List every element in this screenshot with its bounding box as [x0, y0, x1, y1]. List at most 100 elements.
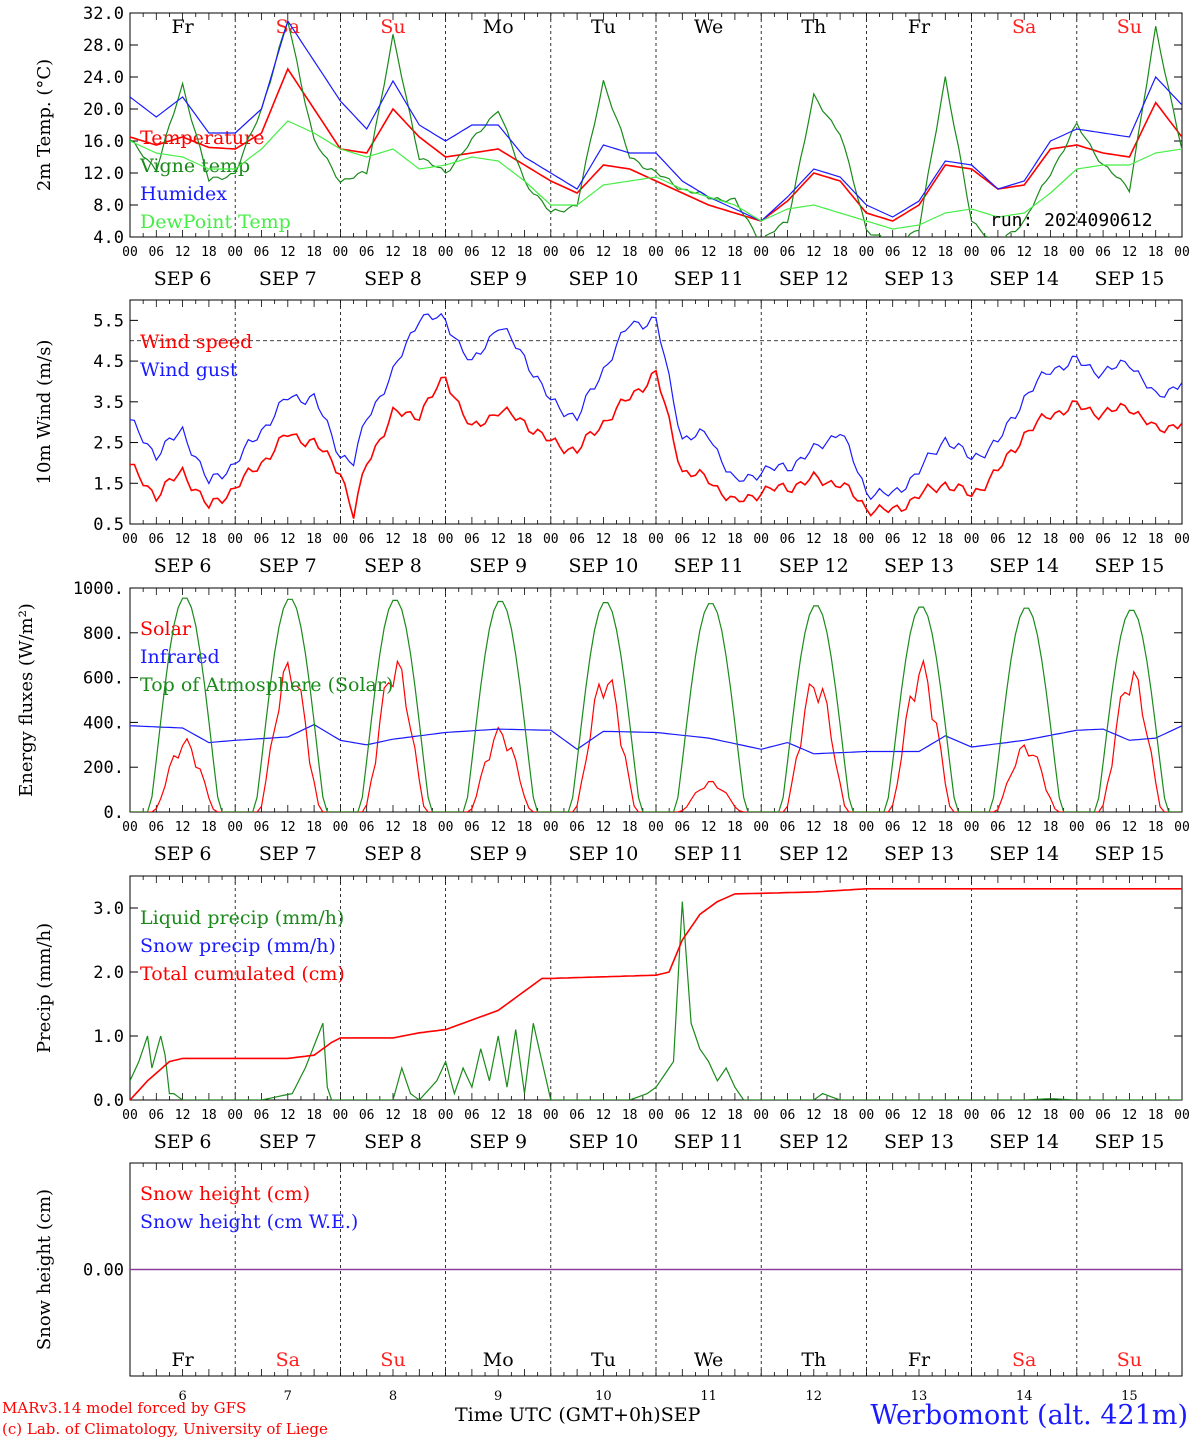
hour-tick-label: 00 [122, 245, 138, 260]
hour-tick-label: 12 [701, 820, 717, 835]
y-tick-label: 16.0 [83, 132, 124, 152]
hour-tick-label: 12 [701, 245, 717, 260]
hour-tick-label: 00 [1174, 532, 1190, 547]
hour-tick-label: 06 [359, 1108, 375, 1123]
hour-tick-label: 06 [148, 532, 164, 547]
hour-tick-label: 12 [280, 1108, 296, 1123]
y-tick-label: 3.5 [93, 393, 124, 413]
hour-tick-label: 00 [753, 1108, 769, 1123]
date-label: SEP 9 [469, 1131, 527, 1153]
hour-tick-label: 06 [885, 245, 901, 260]
date-label: SEP 10 [568, 1131, 638, 1153]
hour-tick-label: 18 [832, 820, 848, 835]
date-label: SEP 10 [568, 555, 638, 577]
hour-tick-label: 00 [333, 820, 349, 835]
xlabel: Time UTC (GMT+0h) [455, 1404, 661, 1426]
weekday-label: Th [801, 16, 826, 38]
hour-tick-label: 12 [806, 1108, 822, 1123]
hour-tick-label: 12 [1122, 245, 1138, 260]
day-number-label: 8 [389, 1389, 397, 1404]
weekday-label: Fr [171, 16, 194, 38]
hour-tick-label: 12 [806, 532, 822, 547]
hour-tick-label: 18 [517, 820, 533, 835]
hour-tick-label: 12 [385, 820, 401, 835]
hour-tick-label: 18 [937, 532, 953, 547]
hour-tick-label: 06 [464, 532, 480, 547]
hour-tick-label: 18 [832, 1108, 848, 1123]
y-tick-label: 0. [104, 803, 124, 823]
y-tick-label: 2.0 [93, 963, 124, 983]
weekday-label: Fr [171, 1349, 194, 1371]
legend-entry: Humidex [140, 183, 227, 205]
hour-tick-label: 00 [964, 245, 980, 260]
hour-tick-label: 12 [911, 245, 927, 260]
day-number-label: 10 [595, 1389, 612, 1404]
station-name: Werbomont (alt. 421m) [870, 1400, 1188, 1431]
hour-tick-label: 00 [333, 245, 349, 260]
hour-tick-label: 18 [306, 1108, 322, 1123]
hour-tick-label: 12 [385, 245, 401, 260]
date-label: SEP 12 [779, 1131, 849, 1153]
hour-tick-label: 18 [411, 532, 427, 547]
lab-credit: (c) Lab. of Climatology, University of L… [2, 1420, 328, 1438]
weekday-label: Mo [483, 16, 514, 38]
hour-tick-label: 06 [674, 820, 690, 835]
y-tick-label: 2.5 [93, 434, 124, 454]
hour-tick-label: 18 [306, 245, 322, 260]
weekday-label: Mo [483, 1349, 514, 1371]
hour-tick-label: 18 [937, 245, 953, 260]
series-line-top-of-atmosphere-solar- [130, 597, 1182, 812]
series-line-infrared [130, 723, 1182, 755]
hour-tick-label: 18 [937, 820, 953, 835]
weekday-label: Tu [591, 1349, 616, 1371]
hour-tick-label: 00 [648, 532, 664, 547]
hour-tick-label: 18 [1148, 1108, 1164, 1123]
hour-tick-label: 18 [1148, 532, 1164, 547]
date-label: SEP 8 [364, 843, 422, 865]
date-label: SEP 11 [674, 555, 744, 577]
date-label: SEP 6 [154, 268, 212, 290]
hour-tick-label: 12 [175, 245, 191, 260]
y-tick-label: 20.0 [83, 100, 124, 120]
date-label: SEP 13 [884, 1131, 954, 1153]
date-label: SEP 12 [779, 843, 849, 865]
date-label: SEP 14 [989, 1131, 1059, 1153]
weekday-label: Su [380, 16, 405, 38]
hour-tick-label: 18 [306, 532, 322, 547]
hour-tick-label: 18 [937, 1108, 953, 1123]
y-tick-label: 800. [83, 624, 124, 644]
hour-tick-label: 06 [1095, 532, 1111, 547]
hour-tick-label: 00 [227, 820, 243, 835]
legend-entry: Snow precip (mm/h) [140, 935, 336, 957]
weekday-label: Sa [1012, 1349, 1036, 1371]
legend-entry: Solar [140, 618, 192, 640]
hour-tick-label: 00 [543, 1108, 559, 1123]
hour-tick-label: 00 [648, 245, 664, 260]
hour-tick-label: 18 [622, 245, 638, 260]
hour-tick-label: 12 [911, 532, 927, 547]
hour-tick-label: 18 [1043, 1108, 1059, 1123]
y-tick-label: 28.0 [83, 36, 124, 56]
series-line-total-cumulated-cm- [130, 888, 1182, 1100]
y-axis-title: 10m Wind (m/s) [34, 340, 55, 485]
legend-entry: DewPoint Temp [140, 211, 291, 233]
hour-tick-label: 06 [148, 1108, 164, 1123]
hour-tick-label: 00 [122, 820, 138, 835]
hour-tick-label: 00 [648, 820, 664, 835]
hour-tick-label: 18 [727, 532, 743, 547]
hour-tick-label: 00 [543, 532, 559, 547]
weekday-label: Fr [908, 1349, 931, 1371]
date-label: SEP 14 [989, 555, 1059, 577]
weekday-label: We [694, 1349, 723, 1371]
weekday-label: We [694, 16, 723, 38]
legend-entry: Total cumulated (cm) [140, 963, 345, 985]
hour-tick-label: 18 [411, 820, 427, 835]
day-number-label: 15 [1121, 1389, 1138, 1404]
y-axis-title: Snow height (cm) [34, 1189, 55, 1350]
date-label: SEP 13 [884, 555, 954, 577]
hour-tick-label: 12 [911, 1108, 927, 1123]
weekday-label: Su [1117, 1349, 1142, 1371]
hour-tick-label: 00 [333, 532, 349, 547]
y-tick-label: 0.5 [93, 515, 124, 535]
day-number-label: 14 [1016, 1389, 1033, 1404]
